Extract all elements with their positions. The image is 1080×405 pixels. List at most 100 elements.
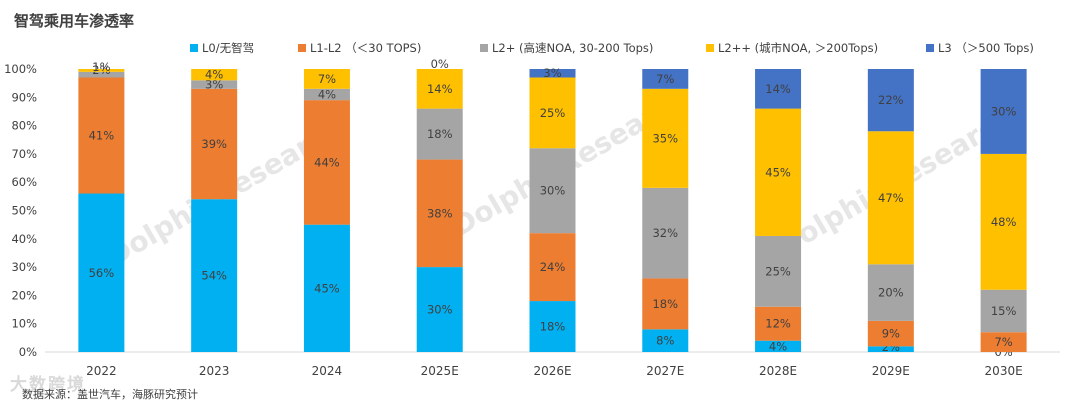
bar-segment-2029E-s2	[867, 320, 914, 347]
x-tick-label: 2028E	[759, 364, 797, 378]
x-tick-label: 2022	[86, 364, 117, 378]
bar-segment-2029E-s3	[867, 264, 914, 321]
x-tick-label: 2027E	[646, 364, 684, 378]
data-label-2026E-s4: 25%	[540, 106, 566, 120]
bar-segment-2027E-s5	[642, 69, 689, 89]
y-tick-label: 80%	[11, 119, 37, 133]
data-label-2030E-s5: 30%	[991, 104, 1017, 118]
bar-segment-2028E-s2	[755, 306, 802, 341]
y-tick-label: 50%	[11, 204, 37, 218]
data-label-2023-s2: 39%	[201, 137, 227, 151]
y-tick-label: 20%	[11, 288, 37, 302]
bar-segment-2024-s1	[303, 224, 350, 352]
data-label-2022-s4: 1%	[92, 60, 110, 74]
data-label-2029E-s2: 9%	[882, 327, 900, 341]
legend-swatch-4	[706, 44, 714, 52]
data-label-2028E-s1: 4%	[769, 339, 787, 353]
bar-segment-2023-s2	[191, 88, 238, 200]
data-label-2027E-s3: 32%	[652, 226, 678, 240]
y-tick-label: 0%	[19, 345, 37, 359]
corner-watermark: 大数跨境	[10, 375, 86, 395]
bar-segment-2026E-s2	[529, 233, 576, 302]
data-label-2024-s2: 44%	[314, 155, 340, 169]
bar-segment-2026E-s5	[529, 69, 576, 78]
bar-segment-2028E-s3	[755, 235, 802, 307]
y-tick-label: 30%	[11, 260, 37, 274]
x-tick-label: 2029E	[872, 364, 910, 378]
y-tick-label: 70%	[11, 147, 37, 161]
data-label-2029E-s4: 47%	[878, 191, 904, 205]
data-label-2024-s1: 45%	[314, 281, 340, 295]
bar-segment-2026E-s1	[529, 301, 576, 352]
data-label-2027E-s2: 18%	[652, 297, 678, 311]
bar-segment-2022-s4	[78, 69, 125, 72]
bar-segment-2027E-s2	[642, 278, 689, 330]
data-label-2024-s4: 7%	[318, 72, 336, 86]
bar-segment-2022-s1	[78, 193, 125, 352]
bar-segment-2023-s1	[191, 199, 238, 352]
data-label-2023-s3: 3%	[205, 78, 223, 92]
data-label-2027E-s1: 8%	[656, 334, 674, 348]
data-label-2025E-s1: 30%	[427, 303, 453, 317]
x-tick-label: 2030E	[985, 364, 1023, 378]
data-label-2030E-s4: 48%	[991, 215, 1017, 229]
data-label-2026E-s5: 3%	[543, 66, 561, 80]
y-tick-label: 60%	[11, 175, 37, 189]
data-label-2023-s4: 4%	[205, 68, 223, 82]
data-label-2025E-s4: 14%	[427, 82, 453, 96]
y-tick-label: 10%	[11, 317, 37, 331]
data-label-2025E-s5: 0%	[431, 57, 449, 71]
data-label-2025E-s3: 18%	[427, 127, 453, 141]
legend-swatch-5	[926, 44, 934, 52]
legend-swatch-3	[480, 44, 488, 52]
source-note: 数据来源：盖世汽车，海豚研究预计	[22, 388, 198, 401]
data-label-2022-s1: 56%	[89, 266, 115, 280]
bar-segment-2027E-s3	[642, 187, 689, 279]
bar-segment-2026E-s3	[529, 148, 576, 234]
chart-title: 智驾乘用车渗透率	[14, 12, 135, 30]
bar-segment-2022-s3	[78, 71, 125, 78]
bar-segment-2030E-s5	[980, 69, 1027, 154]
x-tick-label: 2026E	[533, 364, 571, 378]
data-label-2026E-s2: 24%	[540, 260, 566, 274]
y-tick-label: 40%	[11, 232, 37, 246]
bar-segment-2030E-s2	[980, 332, 1027, 352]
data-label-2023-s1: 54%	[201, 269, 227, 283]
bar-segment-2025E-s4	[416, 69, 463, 109]
bar-segment-2025E-s3	[416, 108, 463, 160]
bar-segment-2029E-s1	[867, 346, 914, 352]
y-tick-label: 100%	[4, 62, 37, 76]
bar-segment-2030E-s4	[980, 153, 1027, 290]
x-tick-label: 2023	[199, 364, 230, 378]
data-label-2024-s3: 4%	[318, 87, 336, 101]
data-label-2022-s2: 41%	[89, 129, 115, 143]
legend-label-5: L3 （＞500 Tops)	[938, 41, 1034, 55]
bar-segment-2025E-s2	[416, 159, 463, 268]
legend-swatch-2	[298, 44, 306, 52]
bar-segment-2024-s3	[303, 88, 350, 101]
data-label-2030E-s2: 7%	[994, 335, 1012, 349]
bar-segment-2029E-s4	[867, 131, 914, 265]
bar-segment-2028E-s4	[755, 108, 802, 236]
x-tick-label: 2024	[312, 364, 343, 378]
bar-segment-2027E-s4	[642, 88, 689, 188]
data-label-2028E-s4: 45%	[765, 165, 791, 179]
data-label-2028E-s2: 12%	[765, 317, 791, 331]
bar-segment-2024-s4	[303, 69, 350, 89]
legend-label-2: L1-L2 （＜30 TOPS)	[310, 41, 421, 55]
data-label-2026E-s3: 30%	[540, 184, 566, 198]
data-label-2030E-s3: 15%	[991, 304, 1017, 318]
bar-segment-2027E-s1	[642, 329, 689, 352]
x-tick-label: 2025E	[421, 364, 459, 378]
data-label-2027E-s4: 35%	[652, 131, 678, 145]
data-label-2029E-s3: 20%	[878, 286, 904, 300]
bar-segment-2029E-s5	[867, 69, 914, 132]
data-label-2028E-s5: 14%	[765, 82, 791, 96]
data-label-2029E-s5: 22%	[878, 93, 904, 107]
data-label-2025E-s2: 38%	[427, 206, 453, 220]
legend-swatch-1	[190, 44, 198, 52]
legend-label-3: L2+ (高速NOA, 30-200 Tops)	[492, 41, 653, 55]
bar-segment-2026E-s4	[529, 77, 576, 149]
y-tick-label: 90%	[11, 90, 37, 104]
